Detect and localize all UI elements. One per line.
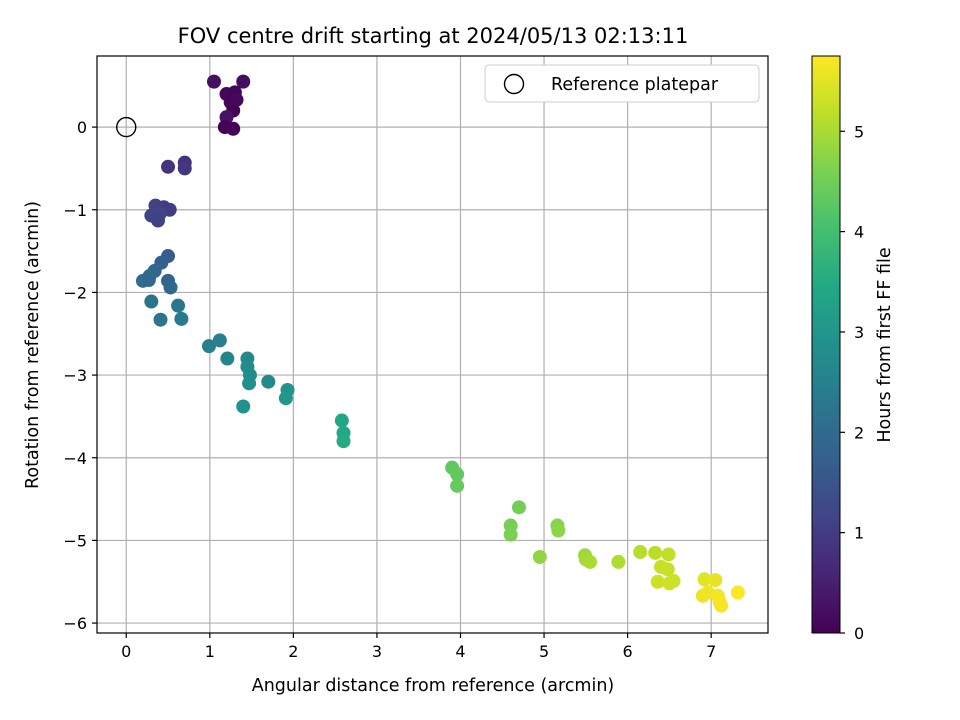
- data-point: [650, 574, 665, 589]
- legend-box: [484, 64, 760, 103]
- data-point: [212, 333, 227, 348]
- data-point: [226, 121, 241, 136]
- data-point: [551, 523, 566, 538]
- reference-marker: [116, 116, 137, 138]
- y-axis-ticks: 0 −1 −2 −3 −4 −5 −6: [63, 118, 97, 633]
- colorbar-label: Hours from first FF file: [875, 247, 895, 442]
- colorbar-tick-label: 1: [854, 524, 864, 543]
- data-point: [450, 467, 465, 482]
- plot-frame: [96, 55, 769, 634]
- data-point: [450, 478, 465, 493]
- data-point: [661, 547, 676, 562]
- data-point: [503, 527, 518, 542]
- x-tick-label: 2: [288, 642, 298, 661]
- data-point: [151, 213, 165, 228]
- data-point: [611, 554, 626, 569]
- data-point: [153, 312, 168, 327]
- y-tick-label: 0: [77, 118, 87, 137]
- y-tick-label: −6: [63, 614, 87, 633]
- data-point: [334, 413, 349, 428]
- x-axis-ticks: 0 1 2 3 4 5 6 7: [121, 633, 716, 661]
- colorbar-tick-label: 3: [854, 323, 864, 342]
- data-point: [174, 311, 189, 326]
- y-tick-label: −5: [63, 531, 87, 550]
- data-point: [242, 376, 257, 391]
- y-tick-label: −2: [63, 283, 87, 302]
- data-point: [583, 554, 598, 569]
- data-points: [135, 74, 745, 613]
- data-point: [660, 562, 675, 577]
- data-point: [708, 573, 723, 588]
- data-point: [236, 399, 251, 414]
- colorbar-ticks: 0 1 2 3 4 5: [840, 122, 864, 643]
- chart-title: FOV centre drift starting at 2024/05/13 …: [178, 24, 689, 48]
- legend-marker: [503, 73, 525, 95]
- x-tick-label: 0: [121, 642, 131, 661]
- colorbar-tick-label: 2: [854, 423, 864, 442]
- y-axis-label: Rotation from reference (arcmin): [23, 201, 43, 489]
- data-point: [730, 585, 745, 600]
- data-point: [666, 573, 681, 588]
- x-tick-label: 6: [623, 642, 633, 661]
- colorbar-tick-label: 0: [854, 624, 864, 643]
- x-tick-label: 3: [372, 642, 382, 661]
- data-point: [229, 92, 244, 107]
- grid-lines: [97, 56, 768, 633]
- x-tick-label: 1: [205, 642, 215, 661]
- data-point: [206, 74, 221, 89]
- data-point: [336, 434, 351, 449]
- data-point: [511, 500, 526, 515]
- data-point: [177, 161, 192, 176]
- colorbar-tick-label: 5: [854, 122, 864, 141]
- data-point: [261, 374, 276, 389]
- x-tick-label: 4: [455, 642, 465, 661]
- colorbar-gradient: [811, 55, 841, 634]
- colorbar-tick-label: 4: [854, 223, 864, 242]
- data-point: [697, 572, 712, 587]
- data-point: [714, 598, 729, 613]
- legend-entry-reference-platepar: Reference platepar: [551, 75, 719, 95]
- reference-platepar-point: [116, 116, 137, 138]
- y-tick-label: −4: [63, 449, 87, 468]
- data-point: [171, 298, 186, 313]
- legend: Reference platepar: [484, 64, 760, 103]
- data-point: [532, 549, 547, 564]
- data-point: [648, 545, 663, 560]
- data-point: [236, 74, 251, 89]
- data-point: [163, 280, 178, 295]
- data-point: [144, 294, 159, 309]
- data-point: [278, 391, 293, 406]
- y-tick-label: −1: [63, 201, 87, 220]
- x-axis-label: Angular distance from reference (arcmin): [252, 676, 615, 696]
- colorbar: 0 1 2 3 4 5 Hours from first FF file: [811, 55, 895, 643]
- x-tick-label: 7: [706, 642, 716, 661]
- data-point: [633, 544, 648, 559]
- data-point: [201, 339, 216, 354]
- data-point: [220, 351, 235, 366]
- x-tick-label: 5: [539, 642, 549, 661]
- y-tick-label: −3: [63, 366, 87, 385]
- data-point: [161, 159, 176, 174]
- data-point: [141, 273, 156, 288]
